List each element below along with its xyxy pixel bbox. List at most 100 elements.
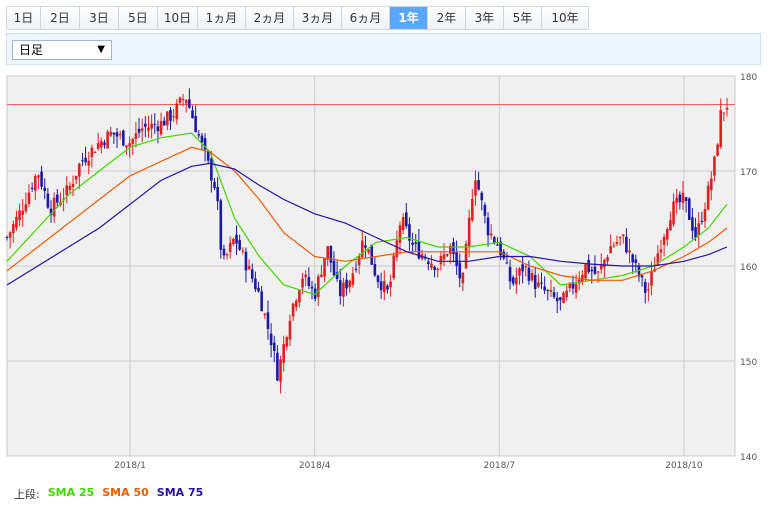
candle-body (219, 200, 223, 250)
candle-body (354, 268, 358, 270)
candle-body (687, 198, 691, 220)
candle-body (74, 175, 78, 180)
candle-body (486, 217, 490, 236)
y-tick-label: 170 (740, 168, 757, 178)
candle-body (700, 220, 704, 223)
candle-body (442, 254, 446, 260)
y-tick-label: 140 (740, 453, 757, 463)
candle-body (483, 204, 487, 216)
candle-body (709, 178, 713, 191)
candle-body (521, 264, 524, 272)
candle-body (162, 120, 166, 126)
candle-body (247, 266, 251, 270)
candle-body (672, 201, 675, 225)
candle-body (675, 197, 678, 203)
tab-13[interactable]: 5年 (504, 7, 542, 29)
candle-body (137, 128, 141, 133)
candle-body (181, 98, 185, 100)
candle-body (225, 254, 229, 256)
candle-body (52, 197, 56, 217)
candle-body (238, 240, 241, 250)
candle-body (719, 110, 723, 147)
candle-body (159, 120, 163, 135)
candle-body (241, 250, 245, 252)
candle-body (612, 245, 616, 247)
candle-body (436, 268, 440, 270)
candle-body (335, 272, 339, 280)
candle-body (574, 283, 578, 293)
candle-body (555, 297, 559, 302)
legend-label: 上段: (14, 488, 40, 501)
candle-body (599, 264, 603, 270)
candle-body (405, 212, 408, 227)
candle-body (455, 251, 458, 267)
candle-body (379, 281, 383, 291)
candle-body (103, 142, 106, 146)
candle-body (329, 245, 333, 263)
candle-body (338, 280, 342, 297)
tab-8[interactable]: 3ヵ月 (294, 7, 342, 29)
candle-body (549, 289, 553, 292)
candle-body (56, 194, 59, 203)
candle-body (590, 269, 594, 272)
tab-10[interactable]: 1年 (390, 7, 428, 29)
candle-body (691, 217, 694, 231)
candle-body (694, 227, 697, 238)
tab-2[interactable]: 2日 (41, 7, 80, 29)
candle-body (389, 281, 392, 288)
tab-14[interactable]: 10年 (542, 7, 588, 29)
candle-body (678, 194, 682, 203)
candle-body (640, 275, 644, 278)
candle-body (577, 279, 581, 284)
candle-body (628, 250, 631, 253)
candle-body (618, 237, 622, 239)
candle-body (43, 187, 47, 191)
interval-select[interactable]: 日足 ▼ (12, 40, 112, 60)
candle-body (285, 337, 289, 347)
candle-body (584, 264, 587, 279)
candle-body (304, 274, 307, 277)
candle-body (596, 271, 600, 273)
candle-body (78, 163, 81, 177)
candle-body (681, 192, 685, 203)
tab-6[interactable]: 1ヵ月 (198, 7, 246, 29)
price-chart[interactable]: 140 150 160 170 180 2018/1 2018/4 2018/7 2018/10 (0, 70, 770, 471)
timeframe-tabs: 1日 2日 3日 5日 10日 1ヵ月 2ヵ月 3ヵ月 6ヵ月 1年 2年 3年 5年 10年 (6, 6, 589, 30)
tab-4[interactable]: 5日 (119, 7, 158, 29)
x-tick-label: 2018/1 (114, 461, 146, 470)
candle-body (477, 180, 480, 190)
candle-body (449, 245, 452, 254)
candle-body (376, 275, 380, 282)
candle-body (533, 274, 537, 289)
candle-body (84, 157, 87, 163)
candle-body (643, 281, 647, 293)
candle-body (8, 232, 12, 238)
candle-body (647, 289, 650, 291)
candle-body (235, 234, 238, 244)
candle-body (194, 116, 197, 133)
series-line-sma-50 (6, 146, 728, 281)
tab-5[interactable]: 10日 (158, 7, 198, 29)
candle-body (40, 171, 43, 187)
tab-11[interactable]: 2年 (428, 7, 466, 29)
candle-body (172, 116, 175, 118)
candle-body (90, 147, 94, 158)
tab-12[interactable]: 3年 (466, 7, 504, 29)
tab-7[interactable]: 2ヵ月 (246, 7, 294, 29)
chevron-down-icon: ▼ (97, 44, 105, 55)
candle-body (351, 273, 355, 285)
candle-body (81, 160, 84, 162)
candle-body (606, 257, 609, 262)
tab-3[interactable]: 3日 (80, 7, 119, 29)
candle-body (144, 123, 147, 127)
candle-body (147, 127, 150, 131)
candle-body (266, 312, 270, 329)
tab-1[interactable]: 1日 (7, 7, 41, 29)
candle-body (96, 143, 100, 149)
candle-body (669, 220, 672, 231)
candle-body (716, 144, 719, 156)
candle-body (175, 103, 179, 120)
candle-body (269, 333, 273, 346)
x-tick-label: 2018/7 (483, 461, 515, 470)
tab-9[interactable]: 6ヵ月 (342, 7, 390, 29)
